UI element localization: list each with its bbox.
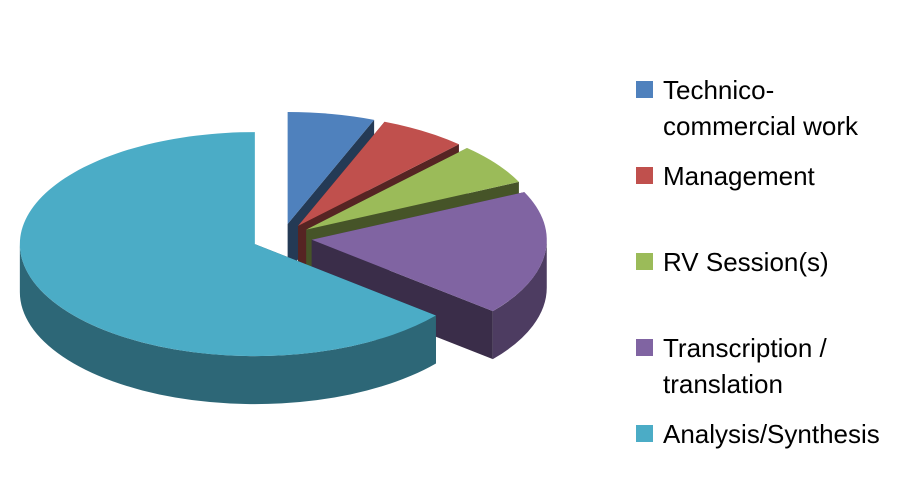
legend-label: RV Session(s) [663,247,829,277]
slice-side [492,239,547,360]
legend-swatch [636,425,653,442]
slice-side [311,239,493,360]
legend-item: Technico-commercial work [636,72,891,144]
pie-plot [19,111,547,405]
legend-swatch [636,253,653,270]
legend-swatch [636,81,653,98]
legend-item: RV Session(s) [636,244,891,280]
legend-swatch [636,167,653,184]
legend-item: Transcription / translation [636,330,891,402]
legend-label: Analysis/Synthesis [663,419,880,449]
legend-swatch [636,339,653,356]
slice [306,147,519,230]
legend-label: Transcription / translation [663,333,827,399]
legend-label: Technico-commercial work [663,75,859,141]
legend-label: Management [663,161,815,191]
legend-item: Analysis/Synthesis [636,416,891,452]
slice [19,132,436,357]
legend-item: Management [636,158,891,194]
slice [311,192,547,312]
slice [298,121,459,226]
slice-side [19,244,436,405]
slice [287,111,375,224]
